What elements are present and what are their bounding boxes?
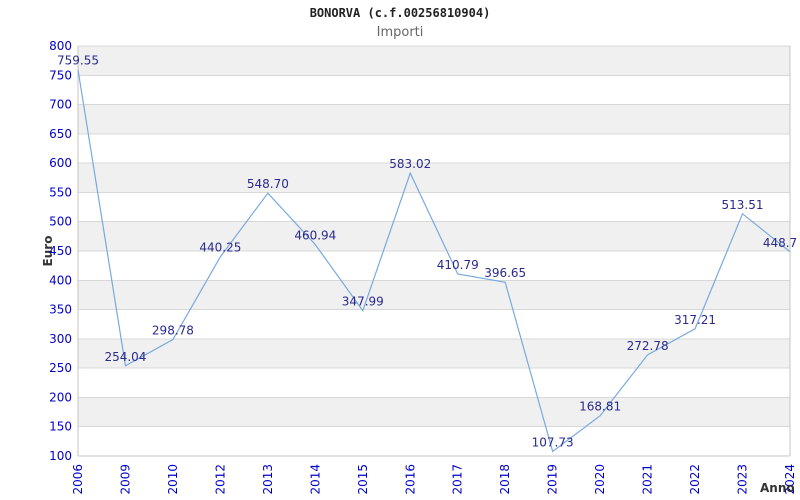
data-point-label: 272.78 [627, 339, 669, 353]
y-tick-label: 800 [49, 39, 72, 53]
data-point-label: 460.94 [294, 229, 336, 243]
chart-title: BONORVA (c.f.00256810904) [309, 6, 491, 20]
x-tick-label: 2009 [118, 464, 132, 495]
x-tick-label: 2014 [308, 464, 322, 495]
x-tick-label: 2024 [783, 464, 797, 495]
data-point-label: 759.55 [57, 54, 99, 68]
background-band [78, 338, 790, 369]
background-band [78, 280, 790, 310]
y-tick-label: 300 [49, 332, 72, 346]
y-tick-label: 100 [49, 449, 72, 463]
y-tick-label: 750 [49, 68, 72, 82]
background-band [78, 221, 790, 251]
x-tick-label: 2018 [498, 464, 512, 495]
background-band [78, 163, 790, 193]
y-tick-label: 500 [49, 215, 72, 229]
data-point-label: 396.65 [484, 266, 526, 280]
y-tick-label: 450 [49, 244, 72, 258]
data-point-label: 107.73 [532, 435, 574, 449]
x-tick-label: 2021 [641, 464, 655, 495]
x-tick-label: 2015 [356, 464, 370, 495]
data-point-label: 448.7 [763, 236, 797, 250]
y-tick-label: 250 [49, 361, 72, 375]
data-point-label: 298.78 [152, 324, 194, 338]
background-band [78, 397, 790, 427]
data-point-label: 254.04 [104, 350, 146, 364]
series-line [77, 69, 791, 453]
x-tick-label: 2023 [736, 464, 750, 495]
y-tick-label: 600 [49, 156, 72, 170]
x-tick-label: 2020 [593, 464, 607, 495]
x-tick-label: 2016 [403, 464, 417, 495]
y-tick-label: 550 [49, 185, 72, 199]
x-tick-label: 2010 [166, 464, 180, 495]
data-point-label: 347.99 [342, 295, 384, 309]
x-tick-label: 2012 [213, 464, 227, 495]
data-point-label: 440.25 [199, 241, 241, 255]
background-band [78, 46, 790, 76]
data-point-label: 317.21 [674, 313, 716, 327]
background-band [78, 104, 790, 134]
y-tick-label: 350 [49, 303, 72, 317]
data-point-label: 548.70 [247, 177, 289, 191]
x-axis-title: Anno [760, 481, 795, 495]
x-tick-label: 2017 [451, 464, 465, 495]
data-point-label: 410.79 [437, 258, 479, 272]
data-point-label: 583.02 [389, 157, 431, 171]
x-tick-label: 2013 [261, 464, 275, 495]
data-point-label: 168.81 [579, 400, 621, 414]
x-tick-label: 2006 [71, 464, 85, 495]
data-point-label: 513.51 [722, 198, 764, 212]
x-tick-label: 2022 [688, 464, 702, 495]
y-tick-label: 150 [49, 420, 72, 434]
chart-subtitle: Importi [376, 25, 424, 40]
y-tick-label: 700 [49, 98, 72, 112]
y-tick-label: 400 [49, 273, 72, 287]
y-tick-label: 650 [49, 127, 72, 141]
x-tick-label: 2019 [546, 464, 560, 495]
y-tick-label: 200 [49, 390, 72, 404]
